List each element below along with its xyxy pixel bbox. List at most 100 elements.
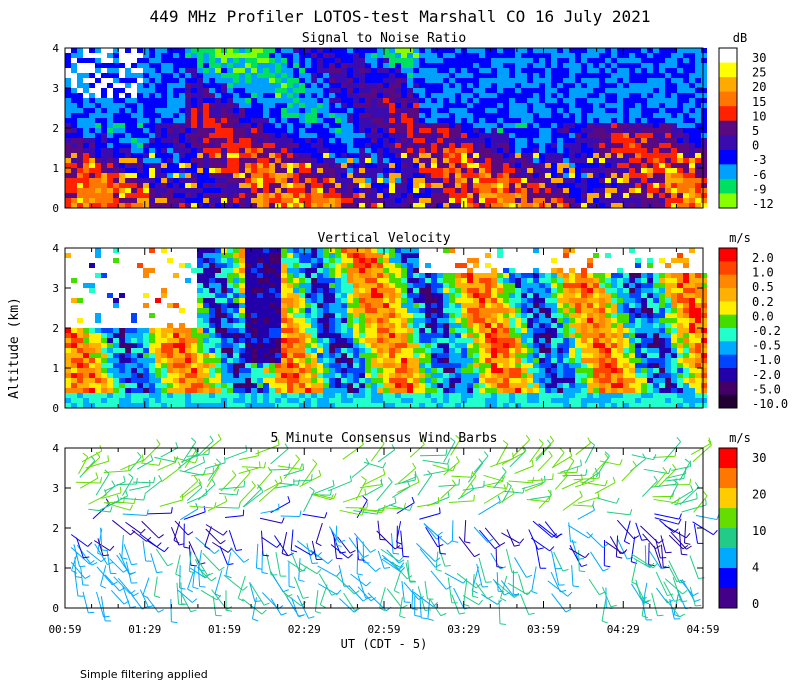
heat-cell [683, 188, 689, 193]
heat-cell [395, 88, 401, 93]
heat-cell [611, 98, 617, 103]
heat-cell [473, 143, 479, 148]
heat-cell [341, 158, 347, 163]
heat-cell [323, 283, 329, 288]
heat-cell [233, 173, 239, 178]
heat-cell [173, 198, 179, 203]
heat-cell [413, 128, 419, 133]
heat-cell [377, 128, 383, 133]
heat-cell [605, 203, 611, 208]
heat-cell [455, 138, 461, 143]
heat-cell [419, 73, 425, 78]
heat-cell [149, 268, 155, 273]
heat-cell [209, 388, 215, 393]
heat-cell [371, 263, 377, 268]
heat-cell [323, 253, 329, 258]
heat-cell [269, 158, 275, 163]
heat-cell [137, 328, 143, 333]
heat-cell [575, 203, 581, 208]
heat-cell [683, 198, 689, 203]
heat-cell [233, 343, 239, 348]
heat-cell [257, 368, 263, 373]
heat-cell [269, 248, 275, 253]
heat-cell [221, 113, 227, 118]
heat-cell [695, 93, 701, 98]
heat-cell [287, 353, 293, 358]
heat-cell [467, 88, 473, 93]
heat-cell [377, 313, 383, 318]
heat-cell [377, 288, 383, 293]
heat-cell [407, 163, 413, 168]
heat-cell [215, 328, 221, 333]
heat-cell [407, 188, 413, 193]
heat-cell [545, 53, 551, 58]
heat-cell [299, 78, 305, 83]
heat-cell [77, 363, 83, 368]
heat-cell [389, 293, 395, 298]
heat-cell [551, 143, 557, 148]
heat-cell [137, 108, 143, 113]
heat-cell [599, 68, 605, 73]
heat-cell [239, 378, 245, 383]
heat-cell [251, 288, 257, 293]
heat-cell [329, 338, 335, 343]
heat-cell [311, 373, 317, 378]
heat-cell [341, 398, 347, 403]
heat-cell [149, 153, 155, 158]
heat-cell [251, 338, 257, 343]
heat-cell [221, 338, 227, 343]
heat-cell [695, 123, 701, 128]
heat-cell [635, 143, 641, 148]
heat-cell [383, 343, 389, 348]
heat-cell [689, 53, 695, 58]
heat-cell [161, 128, 167, 133]
heat-cell [311, 123, 317, 128]
heat-cell [347, 383, 353, 388]
heat-cell [371, 283, 377, 288]
heat-cell [191, 198, 197, 203]
heat-cell [71, 388, 77, 393]
heat-cell [311, 98, 317, 103]
heat-cell [539, 83, 545, 88]
heat-cell [263, 188, 269, 193]
heat-cell [413, 88, 419, 93]
heat-cell [269, 123, 275, 128]
heat-cell [689, 158, 695, 163]
heat-cell [329, 48, 335, 53]
heat-cell [389, 73, 395, 78]
heat-cell [347, 278, 353, 283]
heat-cell [209, 333, 215, 338]
heat-cell [563, 158, 569, 163]
heat-cell [179, 263, 185, 268]
heat-cell [491, 88, 497, 93]
heat-cell [317, 53, 323, 58]
heat-cell [467, 198, 473, 203]
heat-cell [197, 263, 203, 268]
heat-cell [647, 53, 653, 58]
heat-cell [371, 113, 377, 118]
heat-cell [347, 48, 353, 53]
heat-cell [101, 138, 107, 143]
heat-cell [245, 148, 251, 153]
heat-cell [203, 178, 209, 183]
heat-cell [671, 138, 677, 143]
heat-cell [443, 163, 449, 168]
heat-cell [341, 338, 347, 343]
heat-cell [359, 123, 365, 128]
heat-cell [533, 118, 539, 123]
heat-cell [671, 88, 677, 93]
heat-cell [599, 78, 605, 83]
heat-cell [191, 363, 197, 368]
heat-cell [251, 363, 257, 368]
heat-cell [473, 178, 479, 183]
heat-cell [413, 58, 419, 63]
heat-cell [467, 108, 473, 113]
heat-cell [587, 118, 593, 123]
heat-cell [677, 173, 683, 178]
heat-cell [317, 248, 323, 253]
heat-cell [689, 88, 695, 93]
heat-cell [269, 138, 275, 143]
heat-cell [239, 68, 245, 73]
heat-cell [413, 173, 419, 178]
heat-cell [293, 258, 299, 263]
